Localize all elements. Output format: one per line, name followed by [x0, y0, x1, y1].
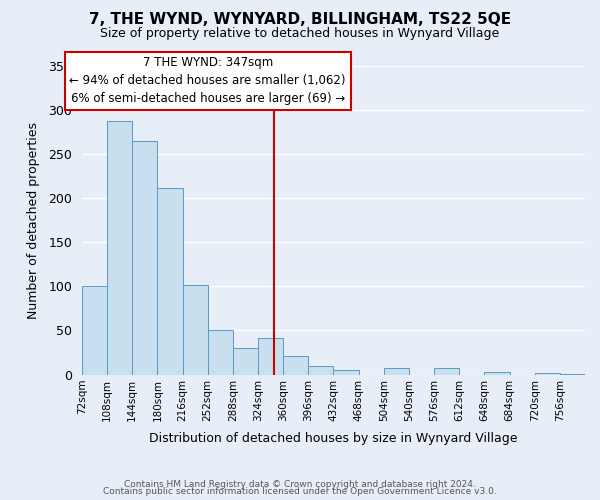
- Bar: [157, 188, 182, 374]
- Y-axis label: Number of detached properties: Number of detached properties: [27, 122, 40, 318]
- Bar: [233, 348, 258, 374]
- Text: Contains HM Land Registry data © Crown copyright and database right 2024.: Contains HM Land Registry data © Crown c…: [124, 480, 476, 489]
- Bar: [434, 368, 459, 374]
- Bar: [484, 372, 509, 374]
- Bar: [535, 373, 560, 374]
- Bar: [308, 366, 334, 374]
- Text: Size of property relative to detached houses in Wynyard Village: Size of property relative to detached ho…: [100, 28, 500, 40]
- Text: 7 THE WYND: 347sqm
← 94% of detached houses are smaller (1,062)
6% of semi-detac: 7 THE WYND: 347sqm ← 94% of detached hou…: [70, 56, 346, 106]
- Bar: [384, 368, 409, 374]
- Bar: [334, 370, 359, 374]
- Bar: [258, 338, 283, 374]
- Bar: [132, 141, 157, 374]
- Bar: [208, 330, 233, 374]
- Bar: [182, 284, 208, 374]
- Text: Contains public sector information licensed under the Open Government Licence v3: Contains public sector information licen…: [103, 487, 497, 496]
- Bar: [82, 286, 107, 374]
- Bar: [107, 122, 132, 374]
- X-axis label: Distribution of detached houses by size in Wynyard Village: Distribution of detached houses by size …: [149, 432, 518, 445]
- Text: 7, THE WYND, WYNYARD, BILLINGHAM, TS22 5QE: 7, THE WYND, WYNYARD, BILLINGHAM, TS22 5…: [89, 12, 511, 28]
- Bar: [283, 356, 308, 374]
